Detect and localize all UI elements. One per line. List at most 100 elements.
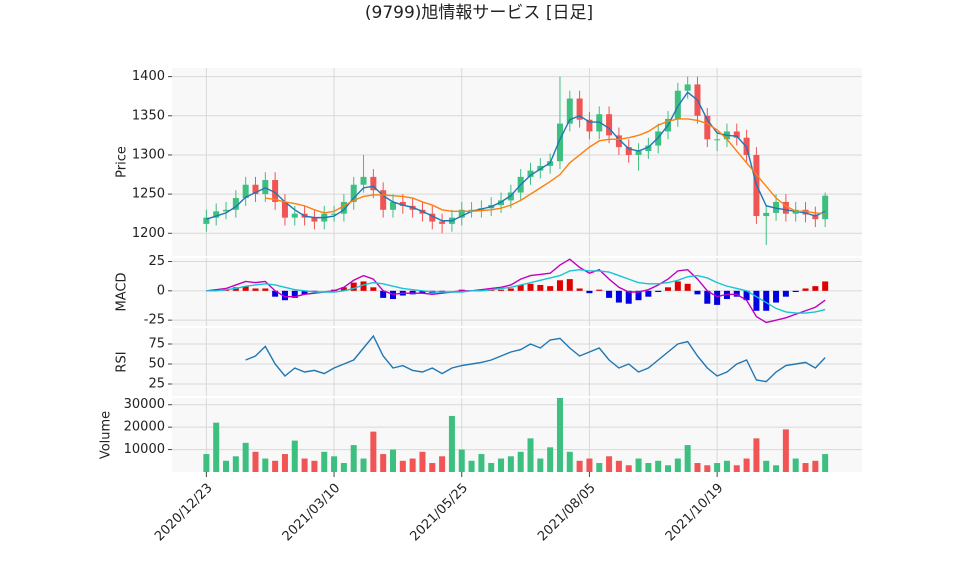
volume-bar [743,458,750,472]
candle-body [822,195,829,220]
candle-body [458,209,465,218]
volume-bar [272,460,279,472]
y-tick-label: 0 [157,283,165,298]
candle-body [360,176,367,185]
histogram-bar [655,290,662,292]
volume-bar [448,415,455,472]
candle-body [782,201,789,214]
volume-bar [723,460,730,472]
histogram-bar [252,288,259,291]
volume-bar [281,454,288,472]
candle-body [498,200,505,206]
histogram-bar [340,287,347,291]
candle-body [370,176,377,191]
y-axis-label: RSI [115,351,130,372]
volume-bar [350,445,357,472]
candle-body [684,84,691,91]
candle-body [291,213,298,218]
volume-bar [753,438,760,472]
histogram-bar [773,290,780,303]
y-tick-label: 25 [148,377,165,392]
candle-body [242,184,249,199]
volume-bar [645,463,652,472]
histogram-bar [792,290,799,292]
y-axis-label: Volume [99,411,114,459]
histogram-bar [556,280,563,291]
candle-body [262,180,269,195]
candle-body [203,217,210,224]
volume-bar [301,458,308,472]
volume-bar [262,458,269,472]
candle-body [429,213,436,222]
candle-body [213,211,220,218]
volume-bar [429,463,436,472]
candle-body [252,184,259,195]
histogram-bar [763,290,770,311]
candle-body [281,201,288,218]
candle-body [389,201,396,210]
histogram-bar [606,290,613,298]
volume-bar [625,465,632,472]
y-tick-label: 50 [148,357,165,372]
histogram-bar [566,279,573,291]
volume-bar [223,460,230,472]
volume-bar [674,458,681,472]
volume-bar [213,422,220,472]
histogram-bar [527,283,534,291]
volume-bar [517,451,524,472]
volume-bar [488,463,495,472]
histogram-bar [498,289,505,291]
candle-body [566,98,573,124]
volume-bar [360,458,367,472]
line [206,269,826,314]
histogram-bar [291,290,298,298]
volume-bar [311,460,318,472]
y-tick-label: 1200 [132,226,165,241]
volume-bar [409,458,416,472]
volume-bar [665,465,672,472]
candle-body [311,217,318,222]
y-axis-label: MACD [115,273,130,312]
volume-bar [468,460,475,472]
candle-body [606,114,613,136]
candle-body [714,139,721,141]
volume-bar [655,460,662,472]
y-tick-label: 1300 [132,147,165,162]
histogram-bar [625,290,632,304]
histogram-bar [743,290,750,301]
histogram-bar [262,288,269,291]
volume-bar [812,460,819,472]
volume-bar [773,465,780,472]
histogram-bar [812,286,819,291]
volume-bar [596,463,603,472]
y-tick-label: 1250 [132,187,165,202]
candle-body [674,90,681,119]
volume-bar [822,454,829,472]
histogram-bar [586,290,593,294]
volume-bar [498,458,505,472]
volume-bar [321,451,328,472]
candle-body [350,184,357,202]
x-tick-label: 2020/12/23 [152,481,216,545]
candle-body [223,209,230,212]
histogram-bar [714,290,721,305]
candle-body [625,147,632,155]
y-tick-label: 1400 [132,69,165,84]
candle-body [340,201,347,214]
x-tick-label: 2021/03/10 [280,481,344,545]
volume-bar [252,451,259,472]
line [245,334,826,383]
volume-bar [331,456,338,472]
candle-body [468,209,475,211]
histogram-bar [694,290,701,295]
y-tick-label: -25 [144,313,165,328]
histogram-bar [360,281,367,291]
histogram-bar [547,286,554,291]
volume-bar [684,445,691,472]
volume-bar [704,465,711,472]
y-tick-label: 20000 [124,420,165,435]
volume-bar [439,456,446,472]
histogram-bar [645,290,652,297]
candle-body [635,151,642,155]
x-tick-label: 2021/05/25 [407,481,471,545]
